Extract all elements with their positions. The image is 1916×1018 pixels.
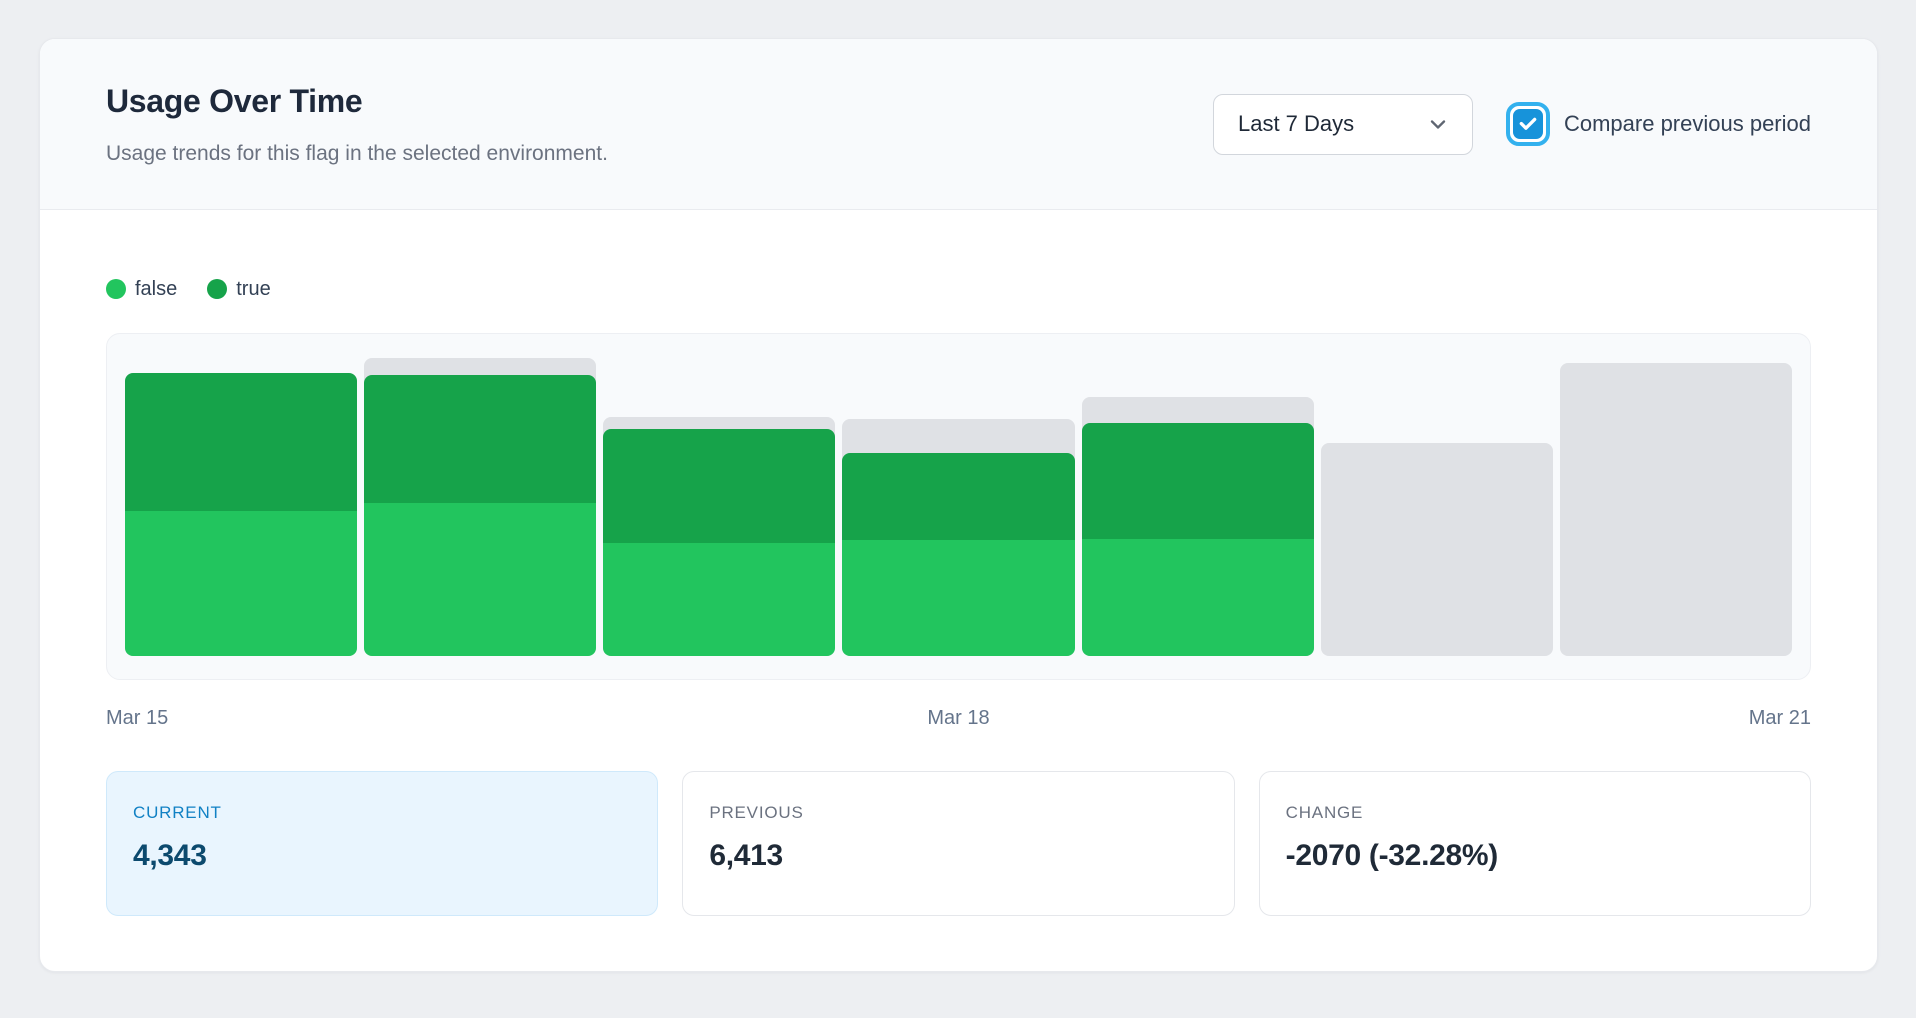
chart-legend: false true bbox=[106, 277, 1811, 301]
card-header: Usage Over Time Usage trends for this fl… bbox=[40, 39, 1877, 210]
compare-previous-period-toggle[interactable]: Compare previous period bbox=[1505, 102, 1811, 146]
checkmark-icon bbox=[1519, 117, 1537, 130]
legend-item-false[interactable]: false bbox=[106, 278, 177, 301]
bar-current-period bbox=[603, 429, 836, 656]
legend-label: false bbox=[135, 277, 178, 300]
x-axis-tick: Mar 15 bbox=[106, 707, 169, 729]
usage-over-time-card: Usage Over Time Usage trends for this fl… bbox=[39, 38, 1878, 972]
stat-card-previous: PREVIOUS 6,413 bbox=[682, 771, 1235, 916]
stat-label: CHANGE bbox=[1285, 803, 1364, 822]
bar-current-period bbox=[842, 452, 1075, 656]
bar-segment-true bbox=[603, 429, 836, 544]
bar-segment-false bbox=[842, 540, 1075, 656]
legend-dot-false bbox=[106, 279, 126, 299]
bar-group-mar-16[interactable] bbox=[364, 358, 597, 656]
usage-bar-chart bbox=[106, 333, 1811, 680]
legend-item-true[interactable]: true bbox=[207, 277, 271, 301]
date-range-value: Last 7 Days bbox=[1237, 111, 1355, 136]
header-controls: Last 7 Days Compare previous period bbox=[1212, 93, 1811, 155]
bar-segment-true bbox=[1081, 423, 1314, 540]
card-body: false true Mar 15 Mar 18 Mar 21 CURRENT 4,34… bbox=[40, 210, 1877, 916]
bar-previous-period bbox=[1320, 443, 1553, 656]
stat-card-current: CURRENT 4,343 bbox=[106, 771, 659, 916]
legend-dot-true bbox=[207, 279, 228, 299]
bar-current-period bbox=[125, 372, 358, 656]
compare-checkbox-label: Compare previous period bbox=[1563, 111, 1811, 136]
page-title: Usage Over Time bbox=[106, 82, 363, 119]
bar-segment-true bbox=[125, 372, 358, 511]
date-range-select[interactable]: Last 7 Days bbox=[1212, 93, 1473, 155]
stat-value: 6,413 bbox=[709, 839, 783, 872]
compare-checkbox[interactable] bbox=[1505, 102, 1550, 146]
bar-previous-period bbox=[1559, 363, 1792, 656]
bar-group-mar-18[interactable] bbox=[842, 358, 1075, 656]
stats-row: CURRENT 4,343 PREVIOUS 6,413 CHANGE -2070 (-3… bbox=[106, 771, 1811, 916]
bar-current-period bbox=[364, 374, 597, 656]
page-subtitle: Usage trends for this flag in the select… bbox=[106, 141, 608, 165]
bar-group-mar-15[interactable] bbox=[125, 358, 358, 656]
x-axis-tick: Mar 21 bbox=[1748, 707, 1811, 729]
stat-label: CURRENT bbox=[133, 803, 222, 822]
bar-segment-false bbox=[1081, 539, 1314, 656]
x-axis-tick: Mar 18 bbox=[927, 707, 990, 729]
legend-label: true bbox=[236, 277, 271, 300]
header-text: Usage Over Time Usage trends for this fl… bbox=[106, 83, 608, 166]
bar-group-mar-21[interactable] bbox=[1559, 358, 1792, 656]
bar-group-mar-20[interactable] bbox=[1320, 358, 1553, 656]
bar-group-mar-19[interactable] bbox=[1081, 358, 1314, 656]
x-axis-labels: Mar 15 Mar 18 Mar 21 bbox=[106, 706, 1811, 730]
stat-value: -2070 (-32.28%) bbox=[1285, 839, 1499, 872]
bar-segment-false bbox=[364, 503, 597, 656]
bar-segment-false bbox=[125, 510, 358, 656]
bar-segment-true bbox=[364, 374, 597, 504]
bar-segment-true bbox=[842, 452, 1075, 541]
bar-segment-false bbox=[603, 543, 836, 656]
bar-group-mar-17[interactable] bbox=[603, 358, 836, 656]
stat-label: PREVIOUS bbox=[709, 803, 804, 822]
chevron-down-icon bbox=[1430, 120, 1446, 129]
bar-current-period bbox=[1081, 423, 1314, 656]
stat-value: 4,343 bbox=[133, 839, 207, 872]
stat-card-change: CHANGE -2070 (-32.28%) bbox=[1258, 771, 1811, 916]
checkbox-box bbox=[1512, 109, 1543, 139]
